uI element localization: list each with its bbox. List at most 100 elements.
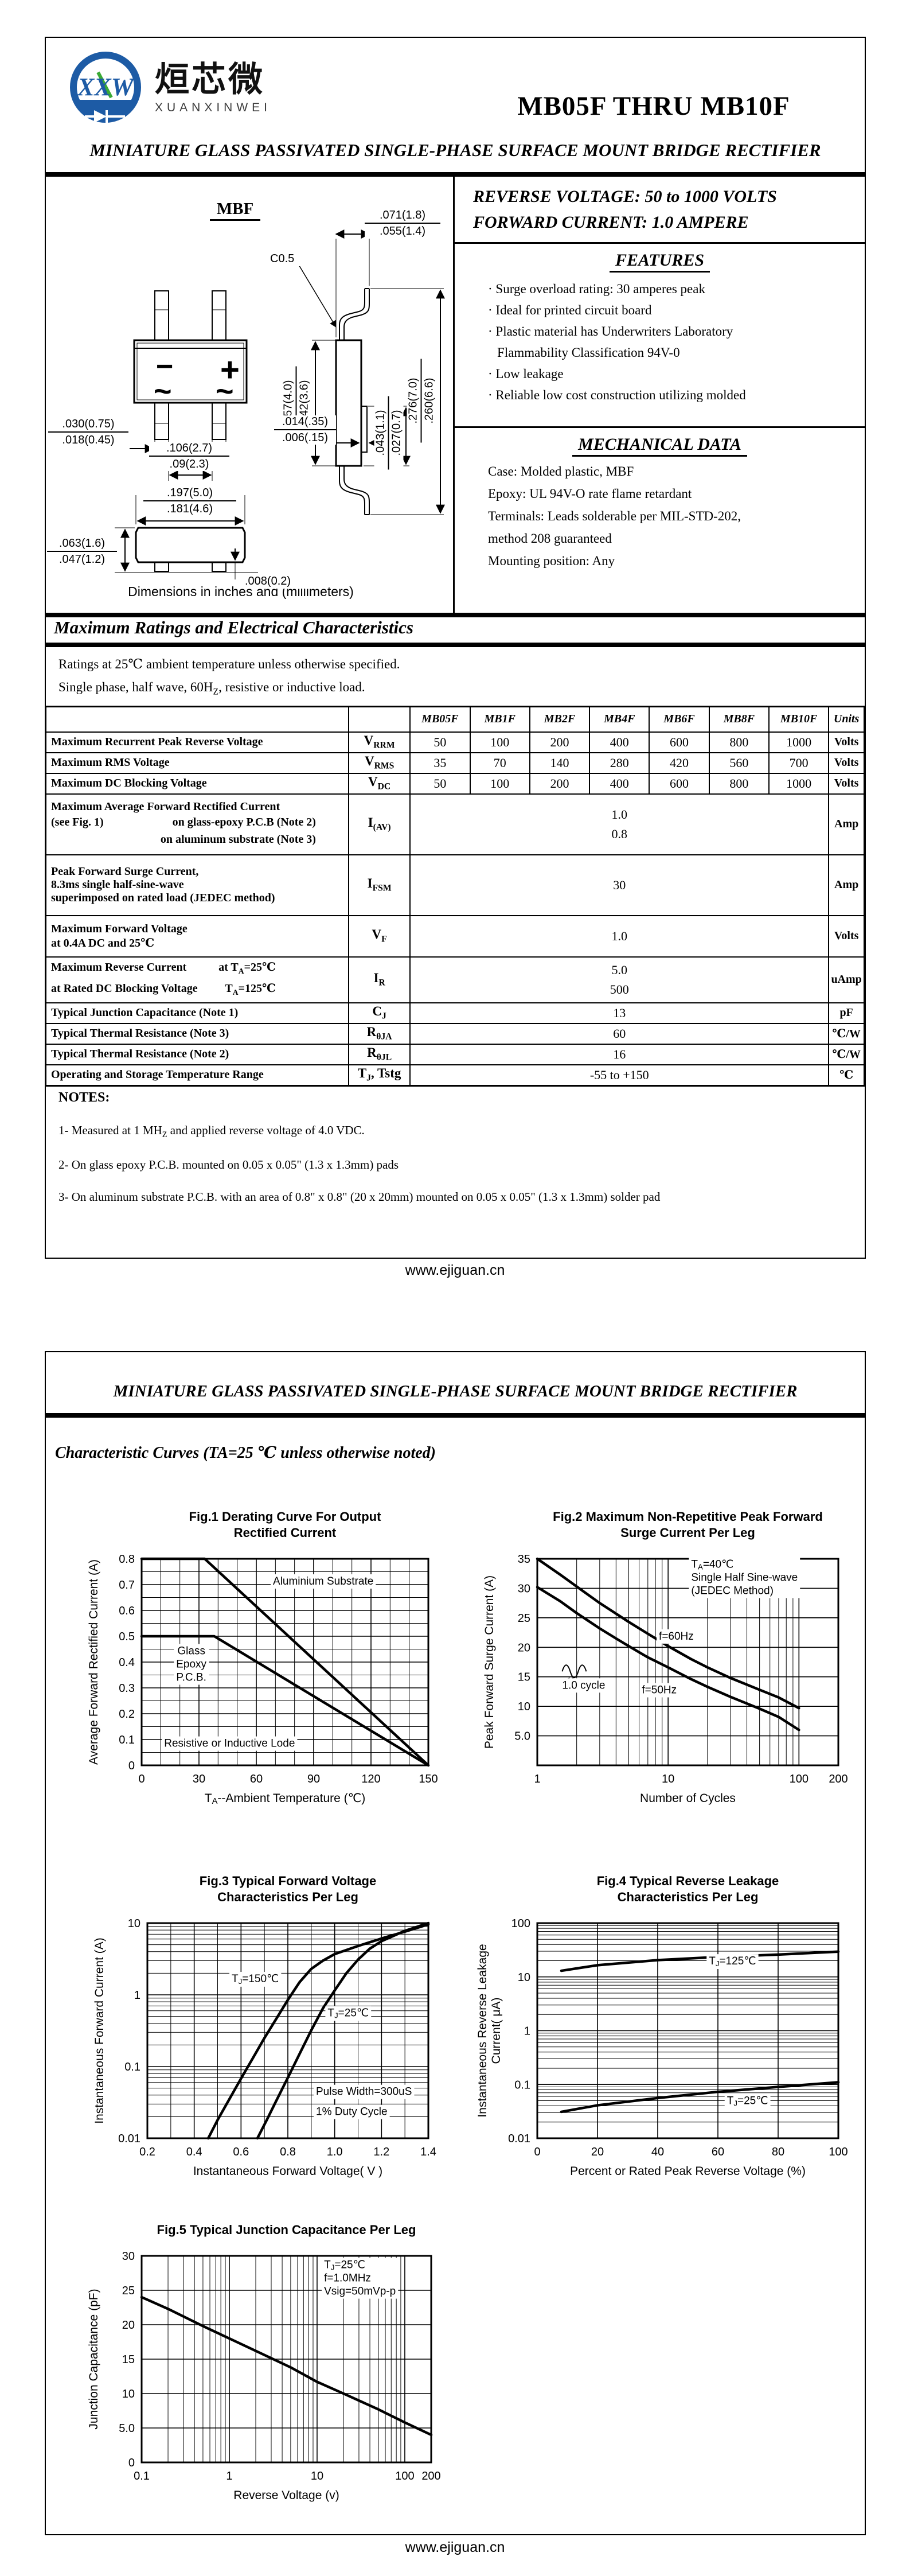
figure-fig2: 1 10 100 200 5.0 10 15 20 25 30 35 Fig.2 Maximum No… — [483, 1509, 848, 1805]
symbol-cell: RθJA — [347, 1022, 411, 1045]
symbol-cell: TJ, Tstg — [347, 1064, 411, 1086]
unit-cell: pF — [828, 1002, 865, 1024]
figure-title: Fig.5 Typical Junction Capacitance Per L… — [157, 2223, 416, 2237]
feature-item: · Ideal for printed circuit board — [488, 303, 652, 317]
value-cell: 60 — [409, 1022, 830, 1045]
charts-area: 0 30 60 90 120 150 0 0.1 0.2 0.3 0.4 0.5 0.6 0.7 0.8 Fi… — [46, 1352, 865, 2534]
svg-text:100: 100 — [829, 2146, 847, 2158]
symbol-cell: I(AV) — [347, 793, 411, 855]
svg-text:60: 60 — [712, 2146, 724, 2158]
value-cell: 200 — [529, 772, 591, 795]
svg-text:0.1: 0.1 — [124, 2061, 140, 2073]
y-axis-label: Average Forward Rectified Current (A) — [87, 1559, 100, 1765]
annotation: Resistive or Inductive Lode — [162, 1736, 298, 1751]
svg-text:10: 10 — [122, 2388, 135, 2400]
symbol-cell: RθJL — [347, 1043, 411, 1065]
value-cell: -55 to +150 — [409, 1064, 830, 1086]
col-header-MB1F: MB1F — [469, 706, 530, 733]
brand-name-en: XUANXINWEI — [155, 101, 272, 114]
svg-text:0.5: 0.5 — [119, 1631, 135, 1643]
svg-text:0.2: 0.2 — [139, 2146, 155, 2158]
notes-list: 1- Measured at 1 MHZ and applied reverse… — [58, 1123, 660, 1204]
series-cj — [140, 2295, 433, 2437]
y-axis-label: Instantaneous Forward Current (A) — [93, 1937, 106, 2123]
svg-text:60: 60 — [250, 1773, 263, 1785]
value-cell: 600 — [649, 772, 710, 795]
features-heading: FEATURES — [455, 251, 865, 273]
svg-text:0.4: 0.4 — [119, 1656, 135, 1669]
unit-cell: ℃/W — [828, 1022, 865, 1045]
svg-text:25: 25 — [518, 1612, 530, 1625]
dim-standoff: .008(0.2) — [243, 575, 311, 589]
features-list: · Surge overload rating: 30 amperes peak… — [455, 278, 865, 406]
svg-text:TJ=25℃: TJ=25℃ — [727, 2095, 768, 2108]
dim-chamfer: C0.5 — [268, 252, 321, 266]
symbol-cell: VRRM — [347, 731, 411, 753]
svg-text:1.0: 1.0 — [327, 2146, 343, 2158]
mechanical-heading: MECHANICAL DATA — [455, 435, 865, 457]
param-cell: Maximum RMS Voltage — [45, 752, 349, 774]
param-cell: Operating and Storage Temperature Range — [45, 1064, 349, 1086]
svg-text:100: 100 — [790, 1773, 809, 1785]
value-cell: 420 — [649, 752, 710, 774]
section-heading: Maximum Ratings and Electrical Character… — [54, 617, 413, 637]
svg-text:100: 100 — [511, 1917, 530, 1930]
col-header-Units: Units — [828, 706, 865, 733]
footer-url: www.ejiguan.cn — [405, 1262, 505, 1278]
svg-text:200: 200 — [421, 2470, 440, 2482]
annotation: TJ=125℃ — [706, 1954, 759, 1970]
series-tj-25- — [256, 1921, 430, 2140]
unit-cell: Amp — [828, 793, 865, 855]
col-header-empty — [347, 706, 411, 733]
series-tj-25- — [560, 2081, 840, 2114]
svg-text:0: 0 — [138, 1773, 144, 1785]
value-cell: 35 — [409, 752, 471, 774]
mechanical-list: Case: Molded plastic, MBF Epoxy: UL 94V-O… — [455, 460, 865, 572]
symbol-cell: IFSM — [347, 854, 411, 916]
svg-text:10: 10 — [662, 1773, 674, 1785]
package-caption: Dimensions in inches and (millimeters) — [128, 584, 354, 599]
diode-icon — [85, 110, 125, 123]
svg-text:Resistive or Inductive Lode: Resistive or Inductive Lode — [164, 1738, 295, 1750]
value-cell: 13 — [409, 1002, 830, 1024]
svg-text:0.1: 0.1 — [119, 1734, 135, 1746]
param-cell: Maximum Average Forward Rectified Curren… — [45, 793, 349, 855]
unit-cell: Volts — [828, 772, 865, 795]
svg-text:1: 1 — [134, 1989, 140, 2002]
figure-title: Fig.4 Typical Reverse Leakage — [597, 1874, 779, 1888]
upper-section: MBF — [46, 177, 865, 613]
value-cell: 5.0 500 — [409, 956, 830, 1003]
unit-cell: Volts — [828, 731, 865, 753]
right-column: REVERSE VOLTAGE: 50 to 1000 VOLTS FORWAR… — [455, 177, 865, 613]
table-row: Peak Forward Surge Current, 8.3ms single … — [45, 854, 865, 916]
svg-text:0.8: 0.8 — [119, 1553, 135, 1566]
annotation: f=50Hz — [639, 1683, 679, 1698]
figure-fig5: 0.1 1 10 100 200 0 5.0 10 15 20 25 30 Fig.5 Typical … — [87, 2223, 441, 2502]
x-axis-label: Percent or Rated Peak Reverse Voltage (%… — [570, 2165, 806, 2178]
svg-text:0.1: 0.1 — [134, 2470, 150, 2482]
package-drawing: MBF — [46, 177, 455, 613]
series-tj-125- — [560, 1950, 840, 1972]
value-cell: 1.0 0.8 — [409, 793, 830, 855]
param-cell: Maximum Recurrent Peak Reverse Voltage — [45, 731, 349, 753]
value-cell: 50 — [409, 731, 471, 753]
series-tj-150- — [206, 1923, 430, 2140]
divider-bar — [46, 172, 865, 177]
page-2: MINIATURE GLASS PASSIVATED SINGLE-PHASE … — [45, 1351, 866, 2535]
svg-text:0.3: 0.3 — [119, 1682, 135, 1695]
svg-text:10: 10 — [518, 1971, 530, 1984]
svg-text:f=60Hz: f=60Hz — [659, 1631, 694, 1643]
svg-text:25: 25 — [122, 2285, 135, 2297]
svg-text:0.2: 0.2 — [119, 1708, 135, 1721]
dim-lead_width: .030(0.75) .018(0.45) — [48, 418, 128, 447]
param-cell: Maximum Reverse Current at TA=25℃ at Rated… — [45, 956, 349, 1003]
table-row: Maximum DC Blocking Voltage VDC 50 100 200 40… — [45, 772, 865, 795]
ratings-banner: REVERSE VOLTAGE: 50 to 1000 VOLTS FORWAR… — [455, 177, 865, 244]
mechanical-line: Case: Molded plastic, MBF — [488, 464, 634, 478]
col-header-MB05F: MB05F — [409, 706, 471, 733]
value-cell: 400 — [589, 772, 650, 795]
annotation: TJ=150℃ — [229, 1971, 282, 1987]
divider-bar — [46, 643, 865, 647]
